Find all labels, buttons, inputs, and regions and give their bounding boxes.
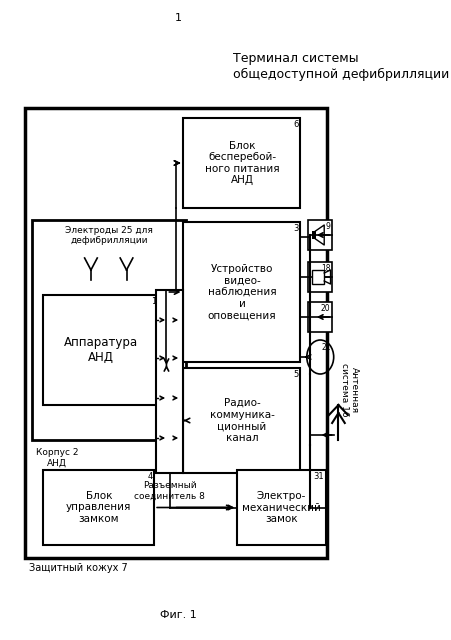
- Text: Терминал системы: Терминал системы: [233, 52, 358, 65]
- Text: Устройство
видео-
наблюдения
и
оповещения: Устройство видео- наблюдения и оповещени…: [207, 264, 276, 320]
- Text: 18: 18: [320, 264, 330, 273]
- Bar: [183, 118, 300, 208]
- Text: Блок
бесперебой-
ного питания
АНД: Блок бесперебой- ного питания АНД: [204, 141, 279, 186]
- Bar: [311, 270, 323, 284]
- Bar: [308, 220, 331, 250]
- Text: 1: 1: [175, 13, 182, 23]
- Text: 1: 1: [151, 297, 156, 306]
- Bar: [43, 470, 154, 545]
- Bar: [308, 302, 331, 332]
- Text: 20: 20: [320, 304, 330, 313]
- Bar: [237, 470, 325, 545]
- Bar: [156, 290, 183, 473]
- Bar: [25, 108, 327, 558]
- Text: Электроды 25 для
дефибрилляции: Электроды 25 для дефибрилляции: [65, 226, 153, 245]
- Text: Фиг. 1: Фиг. 1: [160, 610, 197, 620]
- Text: Корпус 2
АНД: Корпус 2 АНД: [36, 448, 78, 467]
- Text: Радио-
коммуника-
ционный
канал: Радио- коммуника- ционный канал: [209, 398, 274, 443]
- Bar: [32, 220, 185, 440]
- Bar: [183, 368, 300, 473]
- Text: 3: 3: [293, 224, 298, 233]
- Text: общедоступной дефибрилляции: общедоступной дефибрилляции: [233, 68, 449, 81]
- Text: Аппаратура
АНД: Аппаратура АНД: [64, 336, 138, 364]
- Bar: [183, 222, 300, 362]
- Text: 21: 21: [321, 343, 331, 352]
- Text: 9: 9: [325, 222, 330, 231]
- Text: 6: 6: [293, 120, 298, 129]
- Polygon shape: [311, 231, 315, 239]
- Text: 5: 5: [293, 370, 298, 379]
- Text: Блок
управления
замком: Блок управления замком: [66, 491, 131, 524]
- Text: 31: 31: [313, 472, 323, 481]
- Bar: [308, 262, 331, 292]
- Text: 4: 4: [147, 472, 152, 481]
- Text: Разъемный
соединитель 8: Разъемный соединитель 8: [134, 481, 205, 500]
- Text: Антенная
система 16: Антенная система 16: [339, 363, 359, 417]
- Text: Защитный кожух 7: Защитный кожух 7: [29, 563, 128, 573]
- Text: Электро-
механический
замок: Электро- механический замок: [242, 491, 320, 524]
- Bar: [43, 295, 158, 405]
